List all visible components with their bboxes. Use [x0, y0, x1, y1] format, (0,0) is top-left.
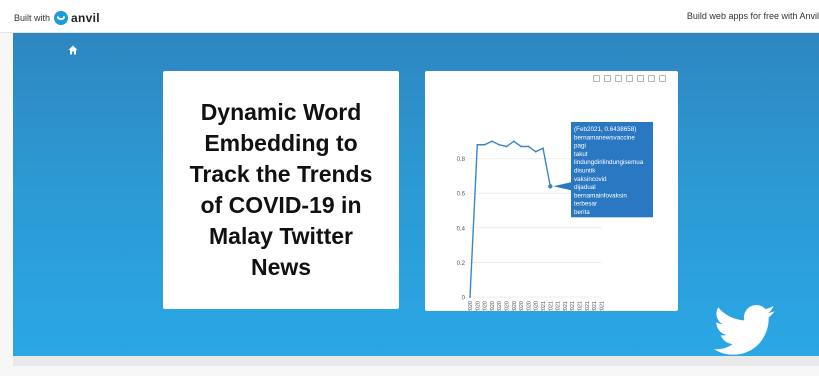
tooltip-header: (Feb2021, 0.6438658) [574, 126, 636, 133]
zoom-icon[interactable] [604, 75, 611, 82]
tooltip-word: berita [574, 209, 590, 216]
data-point [469, 296, 471, 298]
chart-modebar [593, 75, 666, 82]
tooltip-word: vaksincovid [574, 176, 607, 183]
x-tick-label: Jan2021 [541, 301, 547, 311]
data-point [512, 140, 515, 143]
hover-tooltip: (Feb2021, 0.6438658)bernamanewsvaccine pa… [553, 122, 653, 218]
x-tick-label: June2020 [490, 301, 496, 311]
autoscale-icon[interactable] [648, 75, 655, 82]
reset-axes-icon[interactable] [659, 75, 666, 82]
x-tick-label: April2020 [475, 301, 481, 311]
data-point [476, 143, 479, 146]
zoom-out-icon[interactable] [637, 75, 644, 82]
x-tick-label: Nov2020 [526, 301, 532, 311]
y-tick-label: 0 [462, 296, 466, 302]
footer-strip [13, 356, 819, 366]
data-point [548, 184, 553, 189]
tooltip-word: pagi [574, 143, 586, 150]
pan-icon[interactable] [615, 75, 622, 82]
tooltip-word: lindungdirilindungisemua [574, 159, 644, 166]
data-point [527, 145, 530, 148]
x-tick-label: Oct2020 [519, 301, 525, 311]
camera-icon[interactable] [593, 75, 600, 82]
tooltip-word: dijadual [574, 184, 596, 191]
x-tick-label: Sept2020 [512, 301, 518, 311]
y-tick-label: 0.4 [457, 226, 466, 232]
title-line: Dynamic Word [200, 99, 362, 125]
title-line: of COVID-19 in [200, 192, 362, 218]
title-card: Dynamic Word Embedding to Track the Tren… [163, 71, 399, 309]
title-line: Track the Trends [189, 161, 373, 187]
data-point [534, 150, 537, 153]
x-tick-label: Aug2020 [505, 301, 511, 311]
tooltip-word: disuntik [574, 168, 596, 175]
x-tick-label: May2020 [483, 301, 489, 311]
data-point [491, 140, 493, 143]
tooltip-word: terbesar [574, 201, 597, 208]
tooltip-word: bernamanewsvaccine [574, 134, 635, 141]
topbar: Built with anvil Build web apps for free… [0, 0, 819, 33]
title-line: Embedding to [204, 130, 358, 156]
y-tick-label: 0.8 [457, 157, 466, 163]
tooltip-box [571, 122, 653, 218]
chart-card: 00.20.40.60.8March2020April2020May2020Ju… [425, 71, 678, 329]
data-point [520, 145, 522, 148]
y-tick-label: 0.6 [457, 192, 466, 198]
title-line: Malay Twitter [209, 223, 353, 249]
series-line [469, 140, 551, 298]
x-tick-label: April2021 [563, 301, 569, 311]
x-tick-label: July2020 [497, 301, 503, 311]
zoom-in-icon[interactable] [626, 75, 633, 82]
built-with-anvil-badge[interactable]: Built with anvil [14, 11, 100, 25]
x-tick-label: March2020 [468, 301, 474, 311]
tooltip-word: bernamainfovaksin [574, 192, 627, 199]
promo-link[interactable]: Build web apps for free with Anvil [686, 11, 819, 21]
x-tick-label: March2021 [556, 301, 562, 311]
data-point [498, 143, 501, 146]
x-tick-label: June2021 [578, 301, 584, 311]
tooltip-word: takut [574, 151, 588, 158]
built-with-label: Built with [14, 13, 51, 23]
x-tick-label: Feb2021 [548, 301, 554, 311]
data-point [542, 147, 544, 150]
title-line: News [250, 254, 312, 280]
x-tick-label: Aug2021 [592, 301, 598, 311]
x-tick-label: Sept2021 [599, 301, 605, 311]
x-tick-label: July2021 [585, 301, 591, 311]
similarity-line-chart[interactable]: 00.20.40.60.8March2020April2020May2020Ju… [425, 71, 678, 329]
hero-banner: Dynamic Word Embedding to Track the Tren… [13, 33, 819, 366]
anvil-wordmark: anvil [71, 11, 100, 25]
y-tick-label: 0.2 [457, 261, 466, 267]
home-icon[interactable] [68, 45, 78, 55]
x-tick-label: Dec2020 [534, 301, 540, 311]
data-point [483, 143, 486, 146]
data-point [505, 145, 508, 148]
page-title: Dynamic Word Embedding to Track the Tren… [186, 97, 377, 283]
tooltip-pointer [553, 182, 571, 191]
anvil-logo-icon [54, 11, 69, 25]
x-tick-label: May2021 [570, 301, 576, 311]
twitter-bird-icon [713, 305, 776, 355]
